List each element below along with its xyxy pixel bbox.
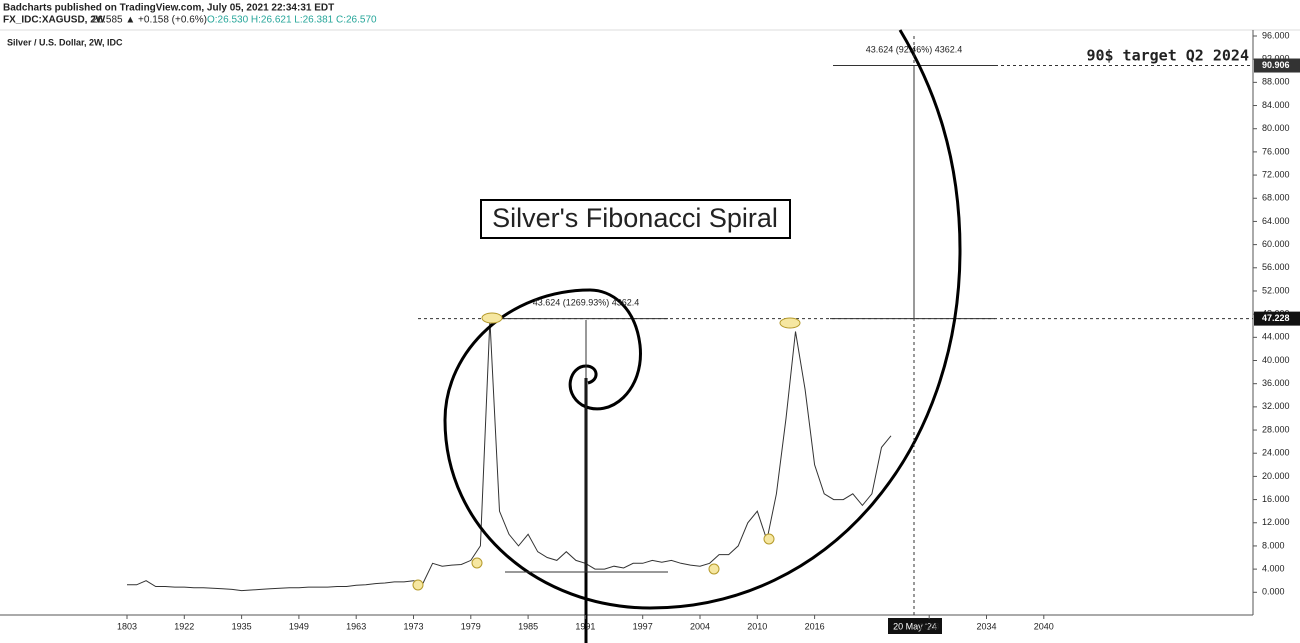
date-badge-text: 20 May '24 (893, 621, 937, 631)
x-tick-label: 1922 (174, 621, 194, 631)
y-tick-label: 0.000 (1262, 587, 1285, 597)
low-highlight (412, 579, 424, 591)
y-tick-label: 88.000 (1262, 77, 1290, 87)
x-tick-label: 2028 (919, 621, 939, 631)
y-tick-label: 72.000 (1262, 169, 1290, 179)
peak-highlight (481, 312, 503, 324)
y-tick-label: 76.000 (1262, 146, 1290, 156)
y-tick-label: 16.000 (1262, 494, 1290, 504)
x-tick-label: 1973 (403, 621, 423, 631)
measure-label: 43.624 (92.46%) 4362.4 (866, 44, 963, 54)
y-tick-label: 44.000 (1262, 332, 1290, 342)
x-tick-label: 1991 (575, 621, 595, 631)
fibonacci-spiral (443, 29, 962, 610)
low-highlight (763, 533, 775, 545)
y-tick-label: 96.000 (1262, 30, 1290, 40)
x-tick-label: 1803 (117, 621, 137, 631)
price-badge-text: 90.906 (1262, 60, 1290, 70)
low-highlight (708, 563, 720, 575)
peak-highlight (779, 317, 801, 329)
price-badge (1254, 311, 1300, 326)
x-tick-label: 1935 (232, 621, 252, 631)
y-tick-label: 32.000 (1262, 401, 1290, 411)
quote: 26.585 ▲ +0.158 (+0.6%) (92, 15, 207, 26)
chart-title: Silver / U.S. Dollar, 2W, IDC (7, 37, 123, 47)
x-tick-label: 2040 (1034, 621, 1054, 631)
price-line (127, 319, 892, 592)
x-tick-label: 1979 (461, 621, 481, 631)
highlights (412, 312, 801, 591)
x-tick-label: 2010 (747, 621, 767, 631)
x-tick-label: 2016 (805, 621, 825, 631)
x-tick-label: 2034 (976, 621, 996, 631)
y-tick-label: 64.000 (1262, 216, 1290, 226)
x-tick-label: 2004 (690, 621, 710, 631)
title-box (480, 199, 791, 239)
y-tick-label: 36.000 (1262, 378, 1290, 388)
y-tick-label: 84.000 (1262, 100, 1290, 110)
y-tick-label: 56.000 (1262, 262, 1290, 272)
ohlc: O:26.530 H:26.621 L:26.381 C:26.570 (207, 15, 377, 26)
low-highlight (471, 557, 483, 569)
y-tick-label: 52.000 (1262, 285, 1290, 295)
measure-label: 43.624 (1269.93%) 4362.4 (533, 297, 640, 307)
y-tick-label: 4.000 (1262, 563, 1285, 573)
y-tick-label: 8.000 (1262, 540, 1285, 550)
x-tick-label: 1985 (518, 621, 538, 631)
y-tick-label: 20.000 (1262, 471, 1290, 481)
y-tick-label: 40.000 (1262, 355, 1290, 365)
date-badge (888, 618, 942, 634)
publisher: Badcharts published on TradingView.com, … (3, 3, 334, 14)
price-badge-text: 47.228 (1262, 313, 1290, 323)
target-label: 90$ target Q2 2024 (1086, 47, 1249, 65)
x-tick-label: 1949 (289, 621, 309, 631)
y-tick-label: 60.000 (1262, 239, 1290, 249)
x-tick-label: 1963 (346, 621, 366, 631)
y-tick-label: 24.000 (1262, 448, 1290, 458)
spiral-title: Silver's Fibonacci Spiral (492, 203, 778, 233)
y-tick-label: 12.000 (1262, 517, 1290, 527)
x-tick-label: 1997 (633, 621, 653, 631)
y-tick-label: 68.000 (1262, 193, 1290, 203)
y-tick-label: 28.000 (1262, 424, 1290, 434)
price-badge (1254, 58, 1300, 73)
symbol: FX_IDC:XAGUSD, 2W (3, 15, 106, 26)
y-tick-label: 80.000 (1262, 123, 1290, 133)
